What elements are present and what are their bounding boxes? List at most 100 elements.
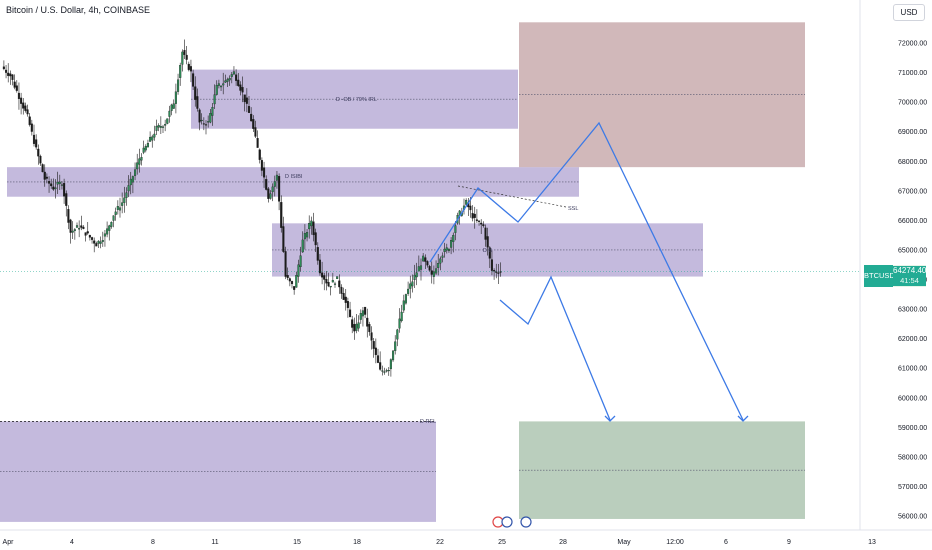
candle[interactable] — [112, 215, 115, 221]
candle[interactable] — [398, 318, 401, 329]
candle[interactable] — [202, 123, 205, 125]
candle[interactable] — [323, 275, 326, 280]
candle[interactable] — [260, 160, 263, 171]
candle[interactable] — [469, 205, 472, 211]
candle[interactable] — [396, 329, 399, 340]
candle[interactable] — [204, 124, 208, 126]
candle[interactable] — [146, 143, 150, 148]
candle[interactable] — [9, 73, 12, 77]
candle[interactable] — [370, 332, 373, 341]
candle[interactable] — [164, 124, 167, 126]
candle[interactable] — [301, 239, 304, 253]
candle[interactable] — [69, 219, 72, 233]
candle[interactable] — [359, 313, 362, 320]
candle[interactable] — [5, 69, 8, 73]
candle[interactable] — [250, 113, 253, 122]
candle[interactable] — [222, 83, 225, 86]
candle[interactable] — [35, 139, 38, 148]
candle[interactable] — [131, 176, 134, 183]
candle[interactable] — [136, 162, 139, 170]
candle[interactable] — [327, 282, 330, 287]
candle[interactable] — [321, 272, 324, 278]
candle[interactable] — [316, 247, 319, 261]
candle[interactable] — [434, 268, 438, 274]
candle[interactable] — [88, 235, 91, 238]
candle[interactable] — [254, 127, 257, 137]
candle[interactable] — [211, 107, 214, 116]
candle[interactable] — [73, 229, 76, 232]
candle[interactable] — [239, 84, 242, 91]
candle[interactable] — [295, 275, 298, 288]
candle[interactable] — [176, 79, 180, 92]
candle[interactable] — [437, 263, 440, 268]
candle[interactable] — [71, 230, 74, 233]
candle[interactable] — [15, 85, 18, 91]
candle[interactable] — [383, 371, 386, 373]
candle[interactable] — [452, 234, 455, 242]
candle[interactable] — [372, 341, 375, 349]
candle[interactable] — [232, 71, 236, 75]
candle[interactable] — [430, 270, 433, 275]
candle[interactable] — [97, 240, 100, 244]
candle[interactable] — [413, 274, 416, 281]
candle[interactable] — [63, 183, 66, 197]
candle[interactable] — [426, 261, 429, 266]
candle[interactable] — [342, 292, 345, 300]
candle[interactable] — [133, 169, 137, 176]
candle[interactable] — [127, 185, 130, 192]
candle[interactable] — [118, 207, 122, 211]
candle[interactable] — [213, 94, 216, 105]
candle[interactable] — [99, 241, 102, 244]
candle[interactable] — [256, 138, 259, 148]
candle[interactable] — [447, 249, 450, 252]
candle[interactable] — [443, 248, 446, 253]
candle[interactable] — [361, 310, 364, 317]
candle[interactable] — [86, 231, 89, 234]
candle[interactable] — [32, 134, 36, 144]
candle[interactable] — [387, 370, 390, 372]
candle[interactable] — [194, 86, 197, 100]
candle[interactable] — [125, 192, 128, 198]
candle[interactable] — [170, 104, 173, 111]
candle[interactable] — [7, 72, 10, 76]
candle[interactable] — [39, 155, 42, 164]
candle[interactable] — [400, 311, 403, 322]
candle[interactable] — [185, 54, 188, 60]
event-flag-icon[interactable] — [501, 516, 513, 528]
candle[interactable] — [305, 232, 309, 238]
candle[interactable] — [207, 121, 210, 123]
candle[interactable] — [65, 193, 68, 206]
candle[interactable] — [153, 133, 156, 138]
candle[interactable] — [407, 288, 410, 294]
candle[interactable] — [95, 243, 98, 247]
candle[interactable] — [445, 247, 448, 251]
candle[interactable] — [497, 272, 500, 274]
candle[interactable] — [24, 105, 27, 111]
candle[interactable] — [230, 74, 233, 77]
candle[interactable] — [493, 270, 496, 272]
candle[interactable] — [166, 118, 169, 124]
candle[interactable] — [310, 220, 313, 227]
candle[interactable] — [280, 202, 283, 228]
candle[interactable] — [123, 197, 126, 203]
candle[interactable] — [269, 193, 272, 199]
candle[interactable] — [308, 222, 311, 230]
candle[interactable] — [20, 97, 23, 104]
candle[interactable] — [336, 276, 339, 279]
candle[interactable] — [217, 83, 220, 86]
candle[interactable] — [101, 240, 104, 242]
candle[interactable] — [200, 119, 203, 122]
candle[interactable] — [45, 176, 48, 179]
candle[interactable] — [138, 158, 141, 165]
candle[interactable] — [389, 359, 392, 370]
candle[interactable] — [450, 240, 453, 248]
candle[interactable] — [271, 186, 274, 193]
candle[interactable] — [237, 79, 240, 86]
candle[interactable] — [312, 221, 315, 236]
candle[interactable] — [13, 81, 16, 88]
candle[interactable] — [495, 271, 498, 273]
candle[interactable] — [303, 232, 306, 240]
candle[interactable] — [394, 341, 397, 351]
candle[interactable] — [325, 279, 328, 284]
candle[interactable] — [108, 225, 111, 231]
